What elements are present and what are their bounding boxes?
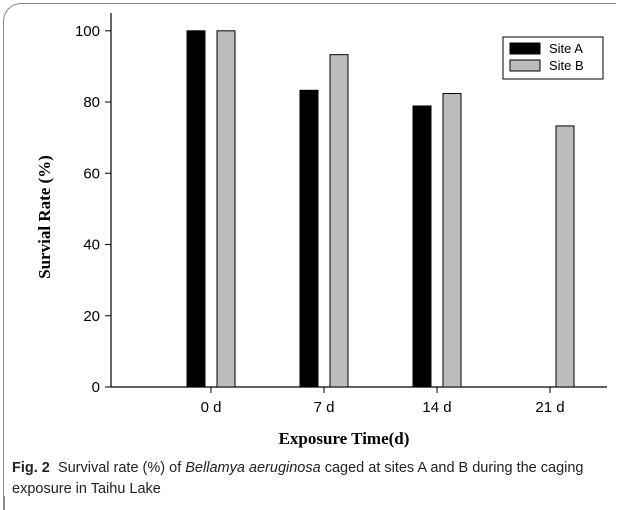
bar-site-b	[330, 55, 348, 387]
y-tick-label: 60	[83, 165, 100, 182]
y-tick-label: 0	[92, 379, 100, 396]
y-tick-label: 100	[75, 23, 100, 40]
legend-label: Site B	[549, 58, 584, 73]
figure-caption: Fig. 2 Survival rate (%) of Bellamya aer…	[12, 458, 612, 500]
bar-site-a	[187, 31, 205, 387]
caption-label: Fig. 2	[12, 460, 50, 476]
x-tick-label: 21 d	[535, 399, 564, 416]
x-tick-label: 14 d	[422, 399, 451, 416]
y-axis-title: Survial Rate (%)	[35, 155, 54, 279]
bar-site-a	[413, 106, 431, 387]
bar-site-b	[217, 31, 235, 387]
figure-frame-edge	[3, 496, 5, 510]
legend-swatch	[510, 43, 540, 54]
y-tick-label: 20	[83, 308, 100, 325]
legend: Site A Site B	[503, 37, 603, 79]
bar-site-a	[300, 90, 318, 387]
bar-chart: 0 20 40 60 80 100 0 d 7 d 14 d 21 d Exposure Time…	[0, 0, 622, 455]
x-tick-label: 0 d	[201, 399, 222, 416]
bar-site-b	[443, 93, 461, 387]
caption-text-before: Survival rate (%) of	[58, 460, 185, 476]
x-axis-title: Exposure Time(d)	[279, 429, 410, 448]
x-tick-label: 7 d	[314, 399, 335, 416]
y-tick-label: 80	[83, 94, 100, 111]
y-tick-label: 40	[83, 237, 100, 254]
legend-label: Site A	[549, 41, 583, 56]
caption-species: Bellamya aeruginosa	[185, 460, 320, 476]
bar-site-b	[556, 126, 574, 387]
legend-swatch	[510, 60, 540, 71]
